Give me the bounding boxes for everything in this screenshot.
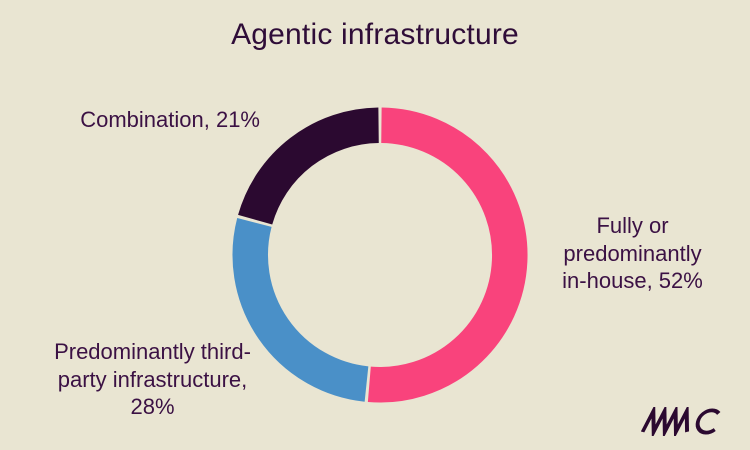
chart-title: Agentic infrastructure [231, 18, 519, 51]
mmc-logo [640, 403, 723, 441]
segment-label-third-party: Predominantly third- party infrastructur… [54, 339, 251, 420]
logo-c [695, 408, 721, 435]
mmc-logo-svg [640, 403, 721, 440]
donut-segment-third-party [232, 218, 369, 402]
segment-label-combination: Combination, 21% [80, 107, 260, 132]
donut-segment-in-house [367, 107, 528, 403]
donut-segment-combination [238, 107, 380, 226]
segment-label-in-house: Fully or predominantly in-house, 52% [562, 213, 703, 294]
logo-mm-zigzag [640, 403, 690, 440]
